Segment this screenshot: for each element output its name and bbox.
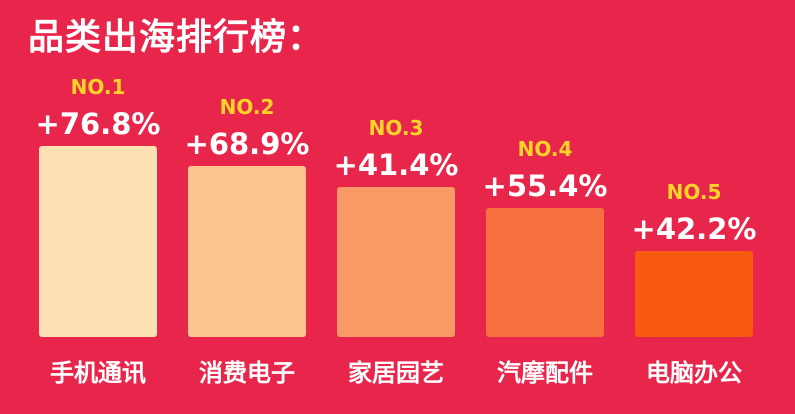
value-label-2: +68.9% bbox=[185, 127, 310, 161]
bar-2 bbox=[188, 166, 306, 337]
rank-label-5: NO.5 bbox=[667, 180, 722, 204]
labels-group: NO.1 +76.8% 手机通讯 NO.2 +68.9% 消费电子 NO.3 +41.4% 家居… bbox=[36, 75, 757, 387]
rank-label-3: NO.3 bbox=[369, 116, 424, 140]
chart-title: 品类出海排行榜： bbox=[28, 17, 325, 58]
value-label-1: +76.8% bbox=[36, 107, 161, 141]
category-label-3: 家居园艺 bbox=[348, 359, 444, 387]
bar-5 bbox=[635, 251, 753, 337]
rank-label-4: NO.4 bbox=[518, 137, 573, 161]
rank-label-1: NO.1 bbox=[71, 75, 126, 99]
bar-4 bbox=[486, 208, 604, 337]
value-label-4: +55.4% bbox=[483, 169, 608, 203]
bar-1 bbox=[39, 146, 157, 337]
value-label-5: +42.2% bbox=[632, 212, 757, 246]
rank-label-2: NO.2 bbox=[220, 95, 275, 119]
category-label-4: 汽摩配件 bbox=[497, 359, 593, 387]
category-label-2: 消费电子 bbox=[199, 359, 295, 387]
bar-3 bbox=[337, 187, 455, 337]
value-label-3: +41.4% bbox=[334, 148, 459, 182]
category-label-5: 电脑办公 bbox=[646, 359, 742, 387]
category-label-1: 手机通讯 bbox=[50, 359, 146, 387]
bars-group bbox=[39, 146, 753, 337]
